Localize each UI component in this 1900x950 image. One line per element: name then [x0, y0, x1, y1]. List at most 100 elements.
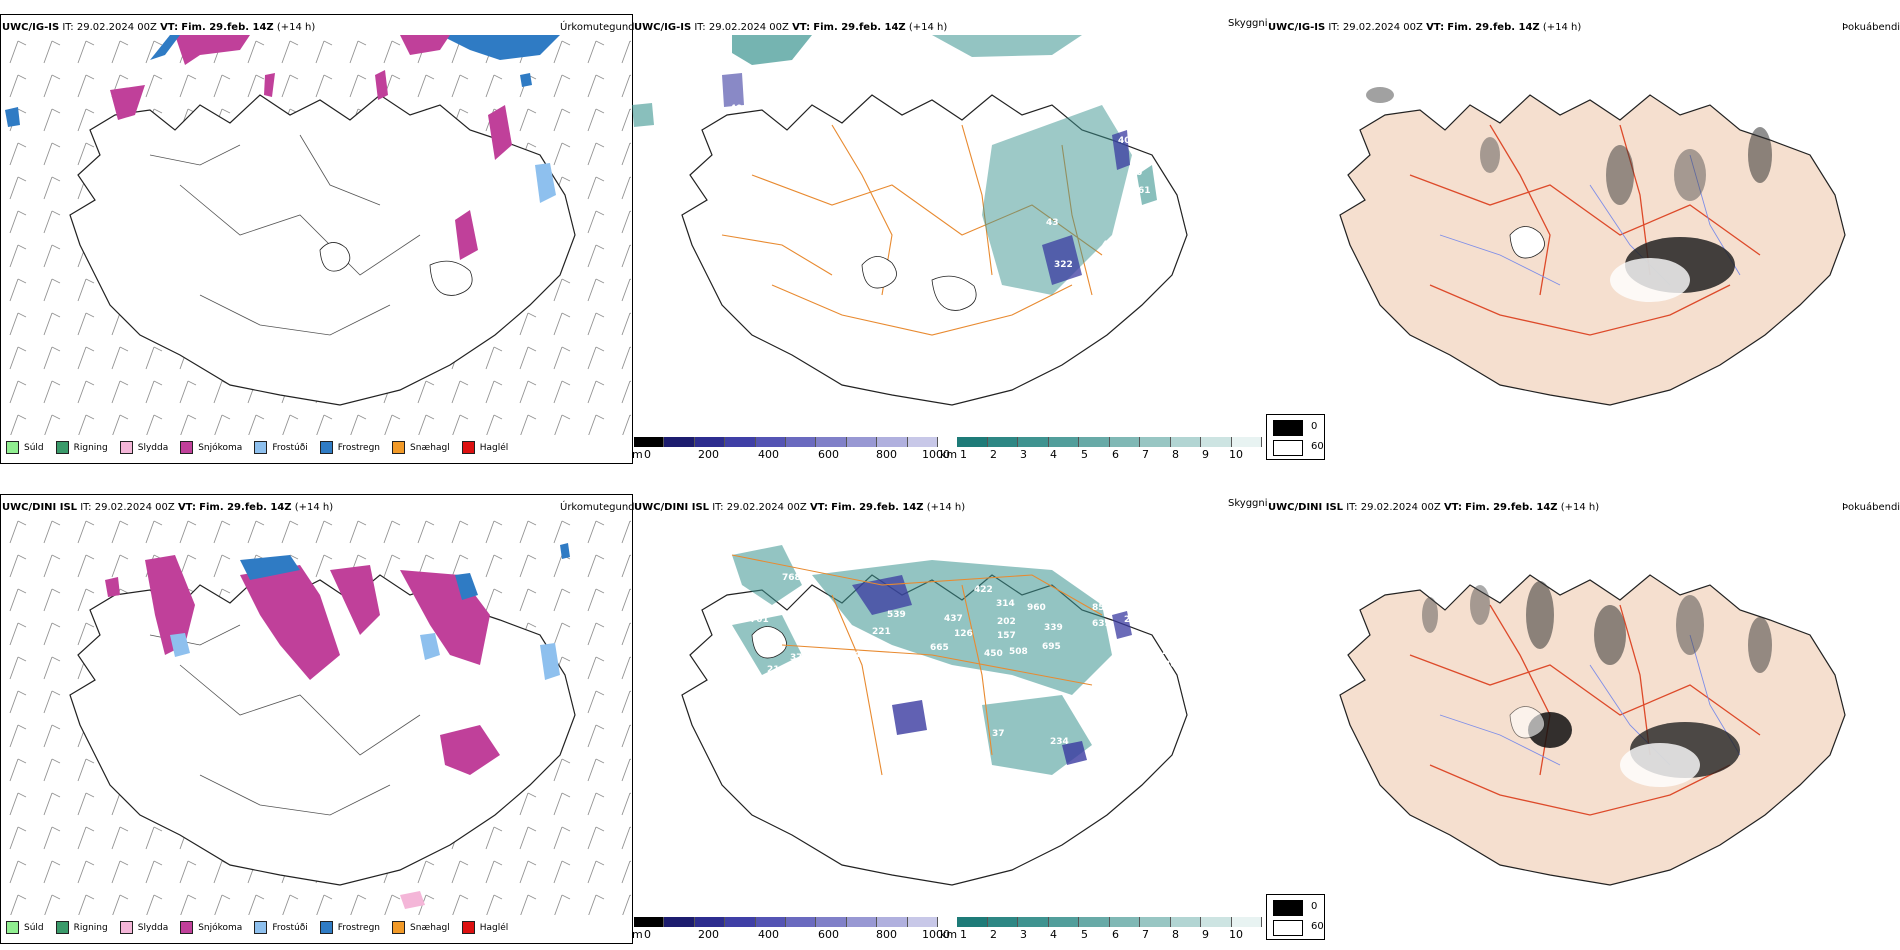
precip-legend-1: Súld Rigning Slydda Snjókoma Frostúði Fr…	[6, 441, 520, 454]
legend-swatch	[392, 921, 406, 934]
cbar-tick: 2	[990, 448, 997, 461]
vis-label: 695	[1042, 642, 1061, 652]
legend-item-frostregn: Frostregn	[319, 441, 380, 454]
cbar-unit: km	[940, 448, 958, 461]
cbar-cell	[1048, 437, 1079, 447]
vis-label: 314	[996, 599, 1015, 609]
cbar-cell	[755, 917, 787, 927]
cbar-cell	[664, 437, 695, 447]
visibility-m-labels-1: m 0 200 400 600 800 1000	[632, 448, 952, 462]
visibility-km-colorbar-1	[957, 437, 1262, 447]
cbar-cell	[1048, 917, 1079, 927]
vis-label: 141	[1116, 743, 1135, 753]
legend-swatch	[319, 441, 333, 454]
cbar-tick: 7	[1142, 448, 1149, 461]
vis-label: 61	[1138, 186, 1151, 196]
it-label: IT:	[80, 502, 92, 513]
visibility-m-colorbar-1	[634, 437, 939, 447]
cbar-tick: 800	[876, 928, 897, 941]
vis-label: 281	[1162, 647, 1181, 657]
vis-label: 304	[728, 120, 747, 130]
vt-label: VT:	[792, 22, 811, 33]
cbar-tick: 9	[1202, 448, 1209, 461]
vis-label: 157	[997, 631, 1016, 641]
cbar-cell	[957, 437, 988, 447]
visibility-m-colorbar-2	[634, 917, 939, 927]
cbar-cell	[1170, 917, 1201, 927]
cbar-unit: m	[632, 448, 643, 461]
model-name: UWC/IG-IS	[2, 22, 60, 33]
cbar-tick: 600	[818, 448, 839, 461]
vis-label: 6	[1136, 168, 1142, 178]
panel-header-precip-1: UWC/IG-IS IT: 29.02.2024 00Z VT: Fim. 29…	[2, 22, 315, 34]
vis-label: 202	[997, 617, 1016, 627]
vis-label: 37	[992, 729, 1005, 739]
panel-title-precip-1: Úrkomutegund	[560, 22, 635, 33]
legend-item-rigning: Rigning	[55, 441, 108, 454]
cbar-cell	[634, 917, 665, 927]
cbar-tick: 5	[1081, 448, 1088, 461]
lead-time: (+14 h)	[1560, 502, 1600, 513]
cbar-tick: 6	[1112, 928, 1119, 941]
model-name: UWC/IG-IS	[634, 22, 692, 33]
vis-label: 450	[984, 649, 1003, 659]
cbar-cell	[786, 437, 817, 447]
vis-label: 665	[930, 643, 949, 653]
row-2: UWC/DINI ISL IT: 29.02.2024 00Z VT: Fim.…	[0, 480, 1900, 950]
vt-label: VT:	[1426, 22, 1445, 33]
cbar-tick: 10	[1229, 928, 1243, 941]
vis-label: 508	[1009, 647, 1028, 657]
cbar-cell	[1079, 437, 1110, 447]
fog-swatch-60	[1273, 440, 1303, 456]
vt-label: VT:	[160, 22, 179, 33]
cbar-cell	[877, 917, 908, 927]
visibility-km-labels-2: km 1 2 3 4 5 6 7 8 9 10	[940, 928, 1280, 942]
vis-label: 27	[1138, 725, 1151, 735]
vis-label: 23	[1124, 615, 1137, 625]
panel-title-visibility-2: Skyggni	[1228, 498, 1268, 509]
cbar-cell	[634, 437, 665, 447]
cbar-tick: 0	[644, 448, 651, 461]
cbar-tick: 5	[1081, 928, 1088, 941]
cbar-tick: 8	[1172, 928, 1179, 941]
cbar-cell	[725, 437, 756, 447]
cbar-cell	[816, 917, 847, 927]
fog-label-0: 0	[1311, 421, 1318, 432]
it-value: 29.02.2024 00Z	[708, 22, 789, 33]
panel-title-fog-1: Þokuábendi	[1842, 22, 1900, 33]
visibility-map-2	[681, 545, 1188, 886]
vis-label: 74	[848, 650, 861, 660]
cbar-tick: 200	[698, 448, 719, 461]
panel-header-fog-2: UWC/DINI ISL IT: 29.02.2024 00Z VT: Fim.…	[1268, 502, 1599, 514]
it-value: 29.02.2024 00Z	[1342, 22, 1423, 33]
fog-legend-2: 0 60	[1266, 894, 1325, 940]
cbar-cell	[1140, 437, 1171, 447]
vis-label: 322	[1054, 260, 1073, 270]
lead-time: (+14 h)	[276, 22, 316, 33]
cbar-cell	[725, 917, 756, 927]
panel-header-visibility-2: UWC/DINI ISL IT: 29.02.2024 00Z VT: Fim.…	[634, 502, 965, 514]
vis-label: 768	[782, 573, 801, 583]
legend-item-rigning: Rigning	[55, 921, 108, 934]
legend-swatch	[119, 441, 133, 454]
panel-title-visibility-1: Skyggni	[1228, 18, 1268, 29]
cbar-tick: 1	[960, 928, 967, 941]
legend-swatch	[180, 441, 194, 454]
it-label: IT:	[62, 22, 74, 33]
it-value: 29.02.2024 00Z	[76, 22, 157, 33]
cbar-unit: km	[940, 928, 958, 941]
lead-time: (+14 h)	[294, 502, 334, 513]
fog-swatch-60	[1273, 920, 1303, 936]
it-value: 29.02.2024 00Z	[726, 502, 807, 513]
panel-header-precip-2: UWC/DINI ISL IT: 29.02.2024 00Z VT: Fim.…	[2, 502, 333, 514]
cbar-cell	[1079, 917, 1110, 927]
legend-swatch	[254, 441, 268, 454]
vis-label: 370	[790, 653, 809, 663]
visibility-map-1: 17 49 304 404 42 108 322 6 61 43	[632, 35, 1188, 406]
cbar-tick: 1000	[922, 448, 950, 461]
cbar-tick: 7	[1142, 928, 1149, 941]
visibility-km-colorbar-2	[957, 917, 1262, 927]
cbar-cell	[846, 437, 878, 447]
it-label: IT:	[1328, 22, 1340, 33]
cbar-tick: 6	[1112, 448, 1119, 461]
